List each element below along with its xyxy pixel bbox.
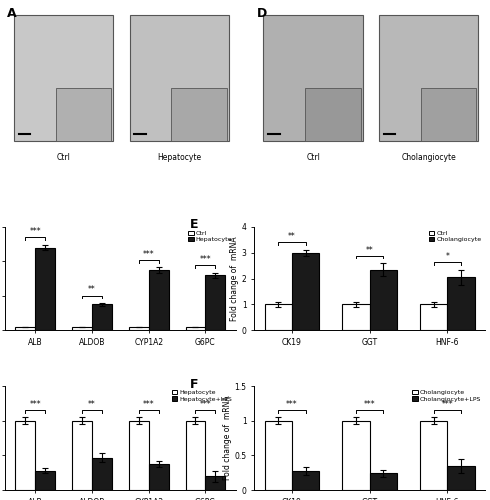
Text: Ctrl: Ctrl <box>57 152 71 162</box>
Bar <box>186 421 205 490</box>
Text: **: ** <box>88 400 96 409</box>
Bar <box>129 327 148 330</box>
Bar <box>343 421 369 490</box>
Bar <box>172 88 227 141</box>
Bar <box>265 421 292 490</box>
Bar <box>420 421 447 490</box>
Text: Ctrl: Ctrl <box>306 152 320 162</box>
Bar <box>447 466 475 490</box>
Bar <box>447 278 475 330</box>
Bar <box>92 304 112 330</box>
Bar <box>379 15 478 141</box>
Text: ***: *** <box>199 400 211 409</box>
Text: ***: *** <box>199 256 211 264</box>
Text: *: * <box>445 252 449 261</box>
Text: F: F <box>190 378 198 391</box>
Text: ***: *** <box>364 400 375 409</box>
Bar <box>369 474 397 490</box>
Bar <box>14 15 113 141</box>
Text: Cholangiocyte: Cholangiocyte <box>401 152 456 162</box>
Text: **: ** <box>88 286 96 294</box>
Bar <box>72 327 92 330</box>
Legend: Ctrl, Hepatocyte: Ctrl, Hepatocyte <box>187 230 233 243</box>
Bar <box>343 304 369 330</box>
Bar <box>129 421 148 490</box>
Text: **: ** <box>288 232 296 241</box>
Legend: Hepatocyte, Hepatocyte+LPS: Hepatocyte, Hepatocyte+LPS <box>171 390 233 402</box>
Text: ***: *** <box>143 250 154 259</box>
Text: Hepatocyte: Hepatocyte <box>157 152 201 162</box>
Text: E: E <box>190 218 198 232</box>
Y-axis label: Fold change of  mRNA: Fold change of mRNA <box>230 236 239 321</box>
Bar <box>369 270 397 330</box>
Bar <box>292 252 319 330</box>
Text: ***: *** <box>29 400 41 409</box>
Bar <box>148 464 169 490</box>
Bar <box>35 470 55 490</box>
Bar <box>35 248 55 330</box>
Y-axis label: Fold change of  mRNA: Fold change of mRNA <box>222 396 232 480</box>
Text: ***: *** <box>29 228 41 236</box>
Bar <box>15 327 35 330</box>
Legend: Cholangiocyte, Cholangiocyte+LPS: Cholangiocyte, Cholangiocyte+LPS <box>412 390 482 402</box>
Text: **: ** <box>366 246 373 255</box>
Bar <box>265 304 292 330</box>
Text: ***: *** <box>143 400 154 409</box>
Bar <box>148 270 169 330</box>
Text: D: D <box>257 6 267 20</box>
Bar <box>92 458 112 490</box>
Bar <box>420 88 476 141</box>
Bar <box>72 421 92 490</box>
Bar <box>129 15 229 141</box>
Bar <box>264 15 363 141</box>
Bar <box>292 472 319 490</box>
Bar <box>205 275 225 330</box>
Text: ***: *** <box>441 400 453 409</box>
Bar <box>56 88 111 141</box>
Text: A: A <box>7 6 17 20</box>
Bar <box>305 88 361 141</box>
Legend: Ctrl, Cholangiocyte: Ctrl, Cholangiocyte <box>428 230 482 243</box>
Text: ***: *** <box>286 400 298 409</box>
Bar <box>15 421 35 490</box>
Bar <box>186 327 205 330</box>
Bar <box>205 476 225 490</box>
Bar <box>420 304 447 330</box>
